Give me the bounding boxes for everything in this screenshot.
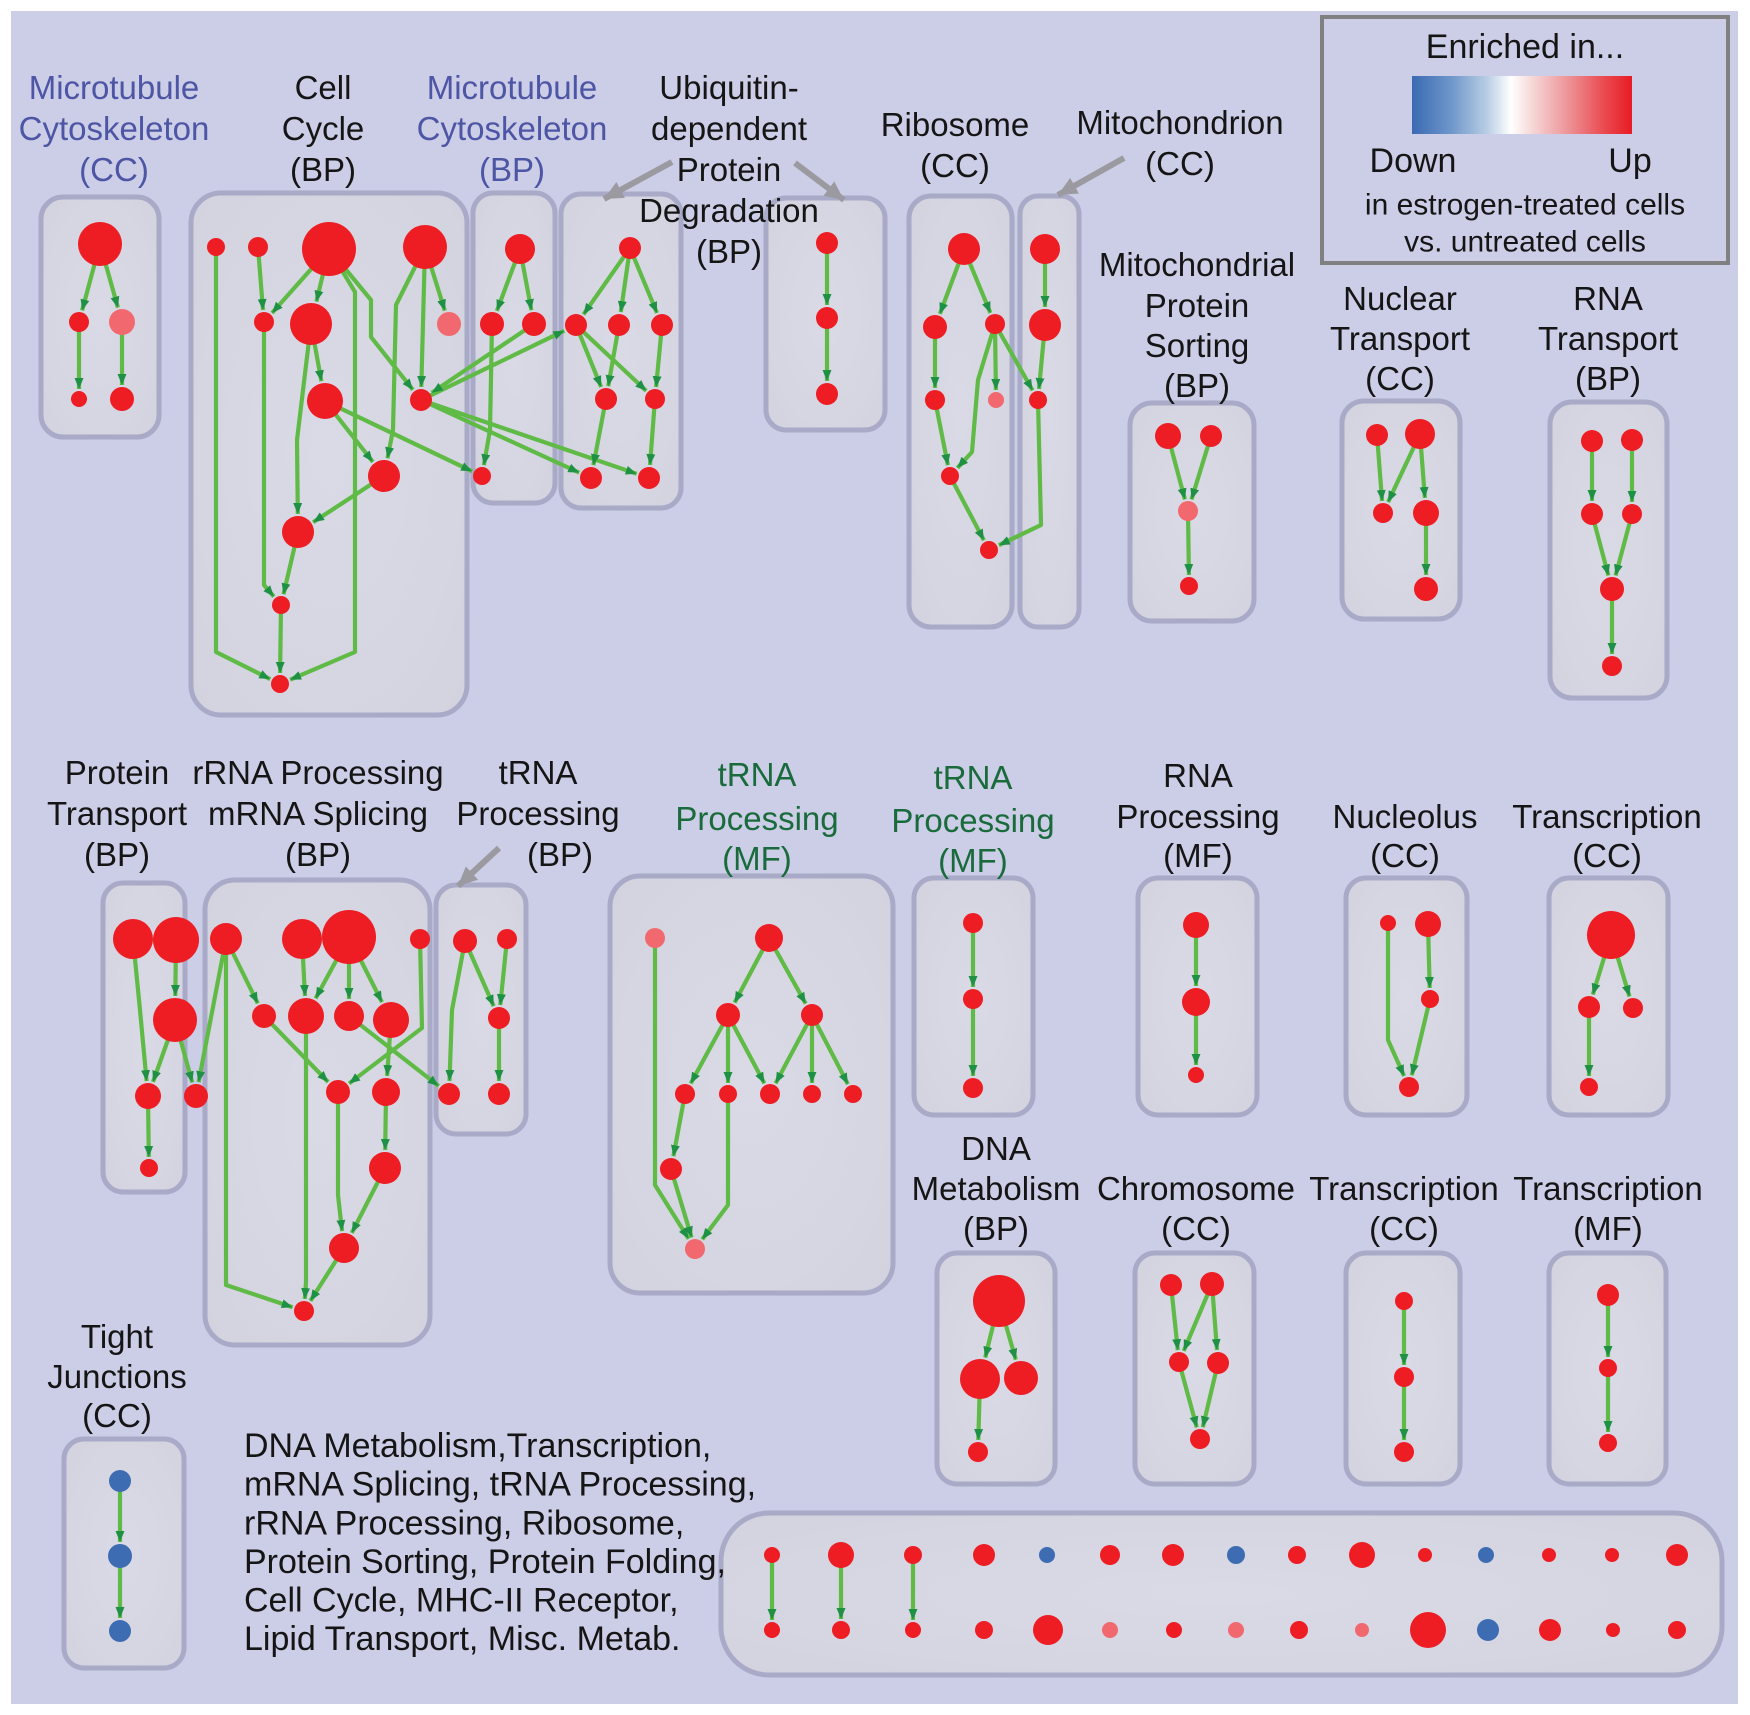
svg-text:(CC): (CC) xyxy=(1145,145,1215,182)
svg-text:mRNA Splicing: mRNA Splicing xyxy=(208,795,428,832)
svg-text:Transport: Transport xyxy=(1330,320,1470,357)
svg-text:(BP): (BP) xyxy=(84,836,150,873)
svg-text:Lipid Transport, Misc. Metab.: Lipid Transport, Misc. Metab. xyxy=(244,1620,681,1658)
svg-text:Microtubule: Microtubule xyxy=(29,69,200,106)
svg-text:(BP): (BP) xyxy=(285,836,351,873)
svg-text:(CC): (CC) xyxy=(1369,1210,1439,1247)
svg-text:Metabolism: Metabolism xyxy=(912,1170,1081,1207)
svg-text:Ubiquitin-: Ubiquitin- xyxy=(659,69,798,106)
svg-text:Protein: Protein xyxy=(677,151,782,188)
svg-text:vs. untreated cells: vs. untreated cells xyxy=(1404,226,1646,259)
svg-text:tRNA: tRNA xyxy=(499,754,578,791)
svg-text:Nucleolus: Nucleolus xyxy=(1333,798,1478,835)
svg-text:(MF): (MF) xyxy=(1163,837,1233,874)
svg-text:Processing: Processing xyxy=(1116,798,1279,835)
svg-text:(BP): (BP) xyxy=(696,233,762,270)
svg-text:RNA: RNA xyxy=(1163,757,1233,794)
svg-text:(MF): (MF) xyxy=(722,840,792,877)
svg-text:rRNA Processing, Ribosome,: rRNA Processing, Ribosome, xyxy=(244,1504,684,1542)
svg-text:Junctions: Junctions xyxy=(47,1358,186,1395)
svg-text:Transcription: Transcription xyxy=(1309,1170,1499,1207)
svg-text:Transport: Transport xyxy=(47,795,187,832)
svg-text:(CC): (CC) xyxy=(79,151,149,188)
svg-text:Processing: Processing xyxy=(675,800,838,837)
svg-text:(CC): (CC) xyxy=(1370,837,1440,874)
svg-text:(BP): (BP) xyxy=(290,151,356,188)
svg-text:(CC): (CC) xyxy=(920,147,990,184)
svg-text:Transcription: Transcription xyxy=(1513,1170,1703,1207)
svg-text:Down: Down xyxy=(1370,142,1457,180)
svg-text:(BP): (BP) xyxy=(963,1210,1029,1247)
svg-text:Microtubule: Microtubule xyxy=(427,69,598,106)
svg-text:Mitochondrial: Mitochondrial xyxy=(1099,246,1295,283)
svg-text:(BP): (BP) xyxy=(479,151,545,188)
svg-text:(CC): (CC) xyxy=(82,1397,152,1434)
svg-text:Protein: Protein xyxy=(1145,287,1250,324)
svg-text:mRNA Splicing, tRNA Processing: mRNA Splicing, tRNA Processing, xyxy=(244,1466,756,1504)
svg-text:Tight: Tight xyxy=(81,1318,153,1355)
svg-text:Mitochondrion: Mitochondrion xyxy=(1076,104,1283,141)
svg-text:Cytoskeleton: Cytoskeleton xyxy=(19,110,210,147)
svg-text:Cell: Cell xyxy=(295,69,352,106)
svg-text:Protein Sorting, Protein Foldi: Protein Sorting, Protein Folding, xyxy=(244,1543,726,1581)
svg-text:rRNA Processing: rRNA Processing xyxy=(192,754,443,791)
svg-text:in estrogen-treated cells: in estrogen-treated cells xyxy=(1365,189,1685,222)
svg-text:Chromosome: Chromosome xyxy=(1097,1170,1295,1207)
svg-text:Nuclear: Nuclear xyxy=(1343,280,1457,317)
svg-text:Enriched in...: Enriched in... xyxy=(1426,28,1624,66)
svg-text:Cycle: Cycle xyxy=(282,110,365,147)
svg-text:(BP): (BP) xyxy=(527,836,593,873)
svg-text:(CC): (CC) xyxy=(1572,837,1642,874)
svg-text:Degradation: Degradation xyxy=(639,192,819,229)
svg-text:RNA: RNA xyxy=(1573,280,1643,317)
svg-text:(MF): (MF) xyxy=(1573,1210,1643,1247)
svg-text:Transport: Transport xyxy=(1538,320,1678,357)
svg-text:(CC): (CC) xyxy=(1365,360,1435,397)
svg-text:Transcription: Transcription xyxy=(1512,798,1702,835)
svg-text:DNA Metabolism,Transcription,: DNA Metabolism,Transcription, xyxy=(244,1427,711,1465)
svg-text:tRNA: tRNA xyxy=(934,759,1013,796)
svg-text:tRNA: tRNA xyxy=(718,756,797,793)
svg-text:Up: Up xyxy=(1608,142,1651,180)
svg-text:(CC): (CC) xyxy=(1161,1210,1231,1247)
svg-text:Processing: Processing xyxy=(891,802,1054,839)
svg-text:dependent: dependent xyxy=(651,110,807,147)
svg-text:Protein: Protein xyxy=(65,754,170,791)
svg-text:Sorting: Sorting xyxy=(1145,327,1250,364)
svg-text:(BP): (BP) xyxy=(1164,367,1230,404)
svg-text:(BP): (BP) xyxy=(1575,360,1641,397)
svg-text:Ribosome: Ribosome xyxy=(881,106,1030,143)
svg-text:Cell Cycle, MHC-II Receptor,: Cell Cycle, MHC-II Receptor, xyxy=(244,1582,679,1620)
svg-text:(MF): (MF) xyxy=(938,842,1008,879)
svg-text:Processing: Processing xyxy=(456,795,619,832)
svg-text:Cytoskeleton: Cytoskeleton xyxy=(417,110,608,147)
svg-text:DNA: DNA xyxy=(961,1130,1031,1167)
